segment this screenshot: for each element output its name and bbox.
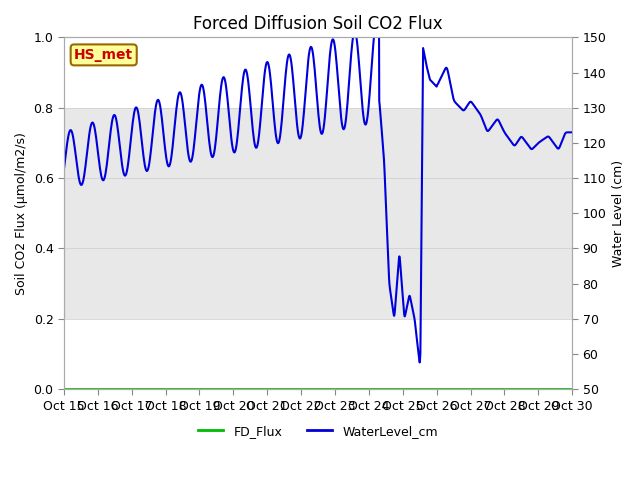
Title: Forced Diffusion Soil CO2 Flux: Forced Diffusion Soil CO2 Flux: [193, 15, 443, 33]
Y-axis label: Soil CO2 Flux (μmol/m2/s): Soil CO2 Flux (μmol/m2/s): [15, 132, 28, 295]
Text: HS_met: HS_met: [74, 48, 133, 62]
Y-axis label: Water Level (cm): Water Level (cm): [612, 160, 625, 267]
Bar: [64, 108, 572, 319]
Legend: FD_Flux, WaterLevel_cm: FD_Flux, WaterLevel_cm: [193, 420, 443, 443]
